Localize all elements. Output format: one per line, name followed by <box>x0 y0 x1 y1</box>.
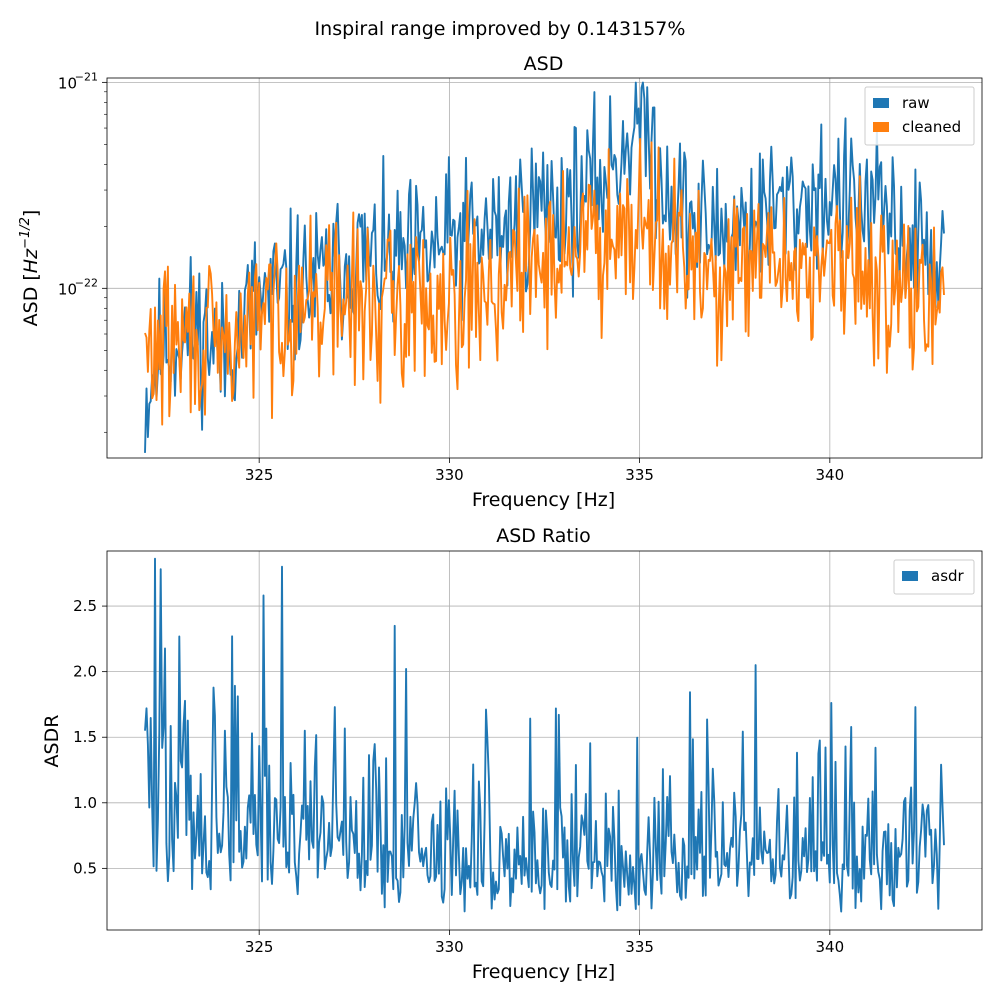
asd-ylabel-main: ASD [ <box>20 273 42 326</box>
asd-xtick-label: 325 <box>245 466 274 484</box>
asd-ytick-label: 10−21 <box>58 70 98 92</box>
asdr-ylabel: ASDR <box>41 715 63 768</box>
asdr-series-asdr <box>144 557 945 913</box>
asdr-ytick-label: 0.5 <box>73 859 97 877</box>
asd-legend-swatch-cleaned <box>873 122 889 132</box>
asd-ylabel-exp: −1/2 <box>18 217 33 249</box>
asdr-xlabel: Frequency [Hz] <box>472 961 615 983</box>
asd-ylabel: ASD [Hz−1/2] <box>18 210 42 327</box>
asd-frame <box>106 77 983 459</box>
asdr-frame <box>106 550 983 931</box>
asd-legend-swatch-raw <box>873 98 889 108</box>
asdr-title: ASD Ratio <box>496 525 591 547</box>
asdr-y-ticks: 0.5 1.0 1.5 2.0 2.5 <box>73 597 107 877</box>
asdr-xtick-label: 325 <box>245 938 274 956</box>
asdr-legend-swatch-asdr <box>902 571 918 581</box>
asd-legend-label-raw: raw <box>902 94 930 112</box>
asdr-legend: asdr <box>893 559 975 595</box>
asd-ytick-exp: −22 <box>75 276 98 289</box>
asdr-xtick-label: 340 <box>816 938 845 956</box>
asd-legend-box <box>864 86 975 146</box>
asd-xtick-label: 330 <box>435 466 464 484</box>
asdr-ytick-label: 2.5 <box>73 597 97 615</box>
asd-xtick-label: 335 <box>625 466 654 484</box>
asd-ytick-exp: −21 <box>75 70 98 83</box>
asd-xtick-label: 340 <box>816 466 845 484</box>
asd-ytick-base: 10 <box>58 280 77 298</box>
asd-lines <box>144 81 945 453</box>
asdr-x-ticks: 325 330 335 340 <box>245 930 844 956</box>
asd-ylabel-close: ] <box>20 210 42 217</box>
asdr-ytick-label: 1.0 <box>73 794 97 812</box>
asd-legend-label-cleaned: cleaned <box>902 118 961 136</box>
asd-ytick-base: 10 <box>58 74 77 92</box>
asd-ytick-label: 10−22 <box>58 276 98 298</box>
asdr-lines <box>144 557 945 913</box>
asdr-xtick-label: 330 <box>435 938 464 956</box>
asd-xlabel: Frequency [Hz] <box>472 489 615 511</box>
asdr-grid <box>107 551 982 930</box>
asd-title: ASD <box>524 53 564 75</box>
asdr-xtick-label: 335 <box>625 938 654 956</box>
asdr-legend-box <box>893 559 975 595</box>
asdr-ytick-label: 1.5 <box>73 728 97 746</box>
figure-suptitle: Inspiral range improved by 0.143157% <box>315 18 686 40</box>
asdr-legend-label-asdr: asdr <box>931 567 965 585</box>
asdr-ytick-label: 2.0 <box>73 663 97 681</box>
asd-legend: raw cleaned <box>864 86 975 146</box>
asd-series-cleaned <box>144 137 945 426</box>
asdr-panel: ASD Ratio 325 330 335 340 0.5 1.0 1.5 2.0 2.5 F… <box>41 525 983 983</box>
asd-x-ticks: 325 330 335 340 <box>245 458 844 484</box>
asd-ylabel-math: Hz <box>20 248 42 273</box>
